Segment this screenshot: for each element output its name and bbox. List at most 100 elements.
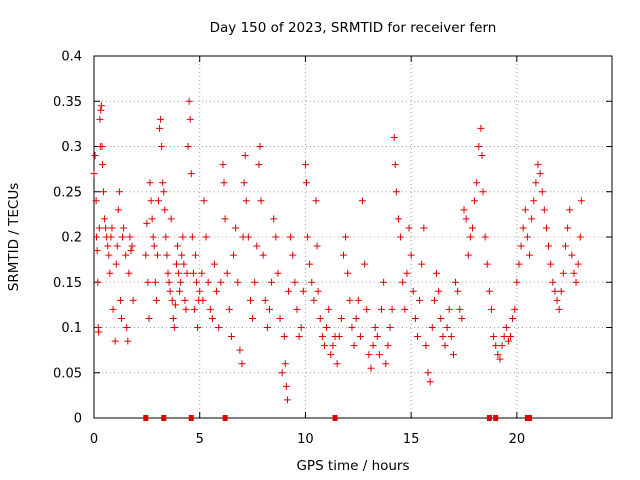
data-point: [204, 278, 212, 286]
data-point: [559, 269, 567, 277]
data-point: [513, 278, 521, 286]
data-point: [466, 233, 474, 241]
data-point: [517, 242, 525, 250]
data-point: [378, 305, 386, 313]
y-tick-label: 0.15: [53, 276, 82, 291]
data-points: [90, 97, 585, 404]
data-point: [496, 355, 504, 363]
data-point: [220, 179, 228, 187]
data-point: [285, 287, 293, 295]
data-point: [375, 351, 383, 359]
data-point: [129, 296, 137, 304]
data-point: [509, 314, 517, 322]
data-point: [196, 287, 204, 295]
data-point: [536, 170, 544, 178]
data-point: [471, 197, 479, 205]
data-point: [428, 324, 436, 331]
y-tick-label: 0.05: [53, 366, 82, 381]
data-point: [102, 224, 110, 232]
data-point: [178, 251, 186, 259]
data-point: [96, 115, 104, 123]
data-point: [181, 296, 189, 304]
data-point: [172, 260, 180, 268]
data-point: [523, 233, 531, 241]
data-point: [153, 251, 161, 259]
baseline-marker: [222, 415, 228, 421]
data-point: [437, 314, 445, 322]
data-point: [407, 251, 415, 259]
x-axis-label: GPS time / hours: [296, 458, 409, 474]
data-point: [185, 97, 193, 105]
data-point: [549, 278, 557, 286]
data-point: [361, 260, 369, 268]
data-point: [382, 360, 390, 368]
data-point: [268, 278, 276, 286]
data-point: [477, 124, 485, 132]
data-point: [481, 233, 489, 241]
data-point: [104, 242, 112, 250]
data-point: [299, 287, 307, 295]
data-point: [530, 197, 538, 205]
data-point: [391, 161, 399, 169]
data-point: [97, 106, 105, 114]
data-point: [171, 301, 179, 309]
data-point: [426, 378, 434, 386]
data-point: [242, 197, 250, 205]
data-point: [460, 206, 468, 214]
data-point: [485, 287, 493, 295]
data-point: [490, 333, 498, 341]
data-point: [367, 364, 375, 372]
data-point: [90, 170, 98, 178]
data-point: [94, 278, 102, 286]
data-point: [293, 305, 301, 313]
data-point: [314, 287, 322, 295]
data-point: [329, 342, 337, 350]
data-point: [175, 269, 183, 277]
data-point: [113, 242, 121, 250]
data-point: [521, 206, 529, 214]
data-point: [169, 314, 177, 322]
data-point: [555, 305, 563, 313]
data-point: [403, 269, 411, 277]
x-tick-label: 0: [90, 432, 98, 447]
data-point: [119, 233, 127, 241]
data-point: [561, 242, 569, 250]
data-point: [109, 305, 117, 313]
data-point: [401, 305, 409, 313]
data-point: [371, 324, 379, 331]
data-point: [202, 233, 210, 241]
data-point: [519, 224, 527, 232]
data-point: [170, 324, 178, 331]
data-point: [483, 260, 491, 268]
data-point: [333, 360, 341, 368]
data-point: [120, 224, 128, 232]
data-point: [147, 197, 155, 205]
data-point: [98, 161, 106, 169]
data-point: [359, 197, 367, 205]
data-point: [443, 324, 451, 331]
y-tick-label: 0.25: [53, 185, 82, 200]
data-point: [354, 296, 362, 304]
data-point: [257, 197, 265, 205]
data-point: [498, 342, 506, 350]
data-point: [479, 188, 487, 196]
data-point: [111, 337, 119, 345]
data-point: [182, 305, 190, 313]
data-point: [289, 251, 297, 259]
data-point: [449, 351, 457, 359]
data-point: [122, 251, 130, 259]
data-point: [445, 305, 453, 313]
data-point: [487, 305, 495, 313]
data-point: [435, 287, 443, 295]
baseline-markers: [143, 415, 533, 421]
data-point: [447, 333, 455, 341]
data-point: [278, 369, 286, 377]
data-point: [394, 215, 402, 223]
data-point: [163, 251, 171, 259]
data-point: [462, 215, 470, 223]
data-point: [191, 251, 199, 259]
chart-title: Day 150 of 2023, SRMTID for receiver fer…: [210, 20, 497, 36]
data-point: [238, 360, 246, 368]
data-point: [441, 342, 449, 350]
data-point: [335, 333, 343, 341]
